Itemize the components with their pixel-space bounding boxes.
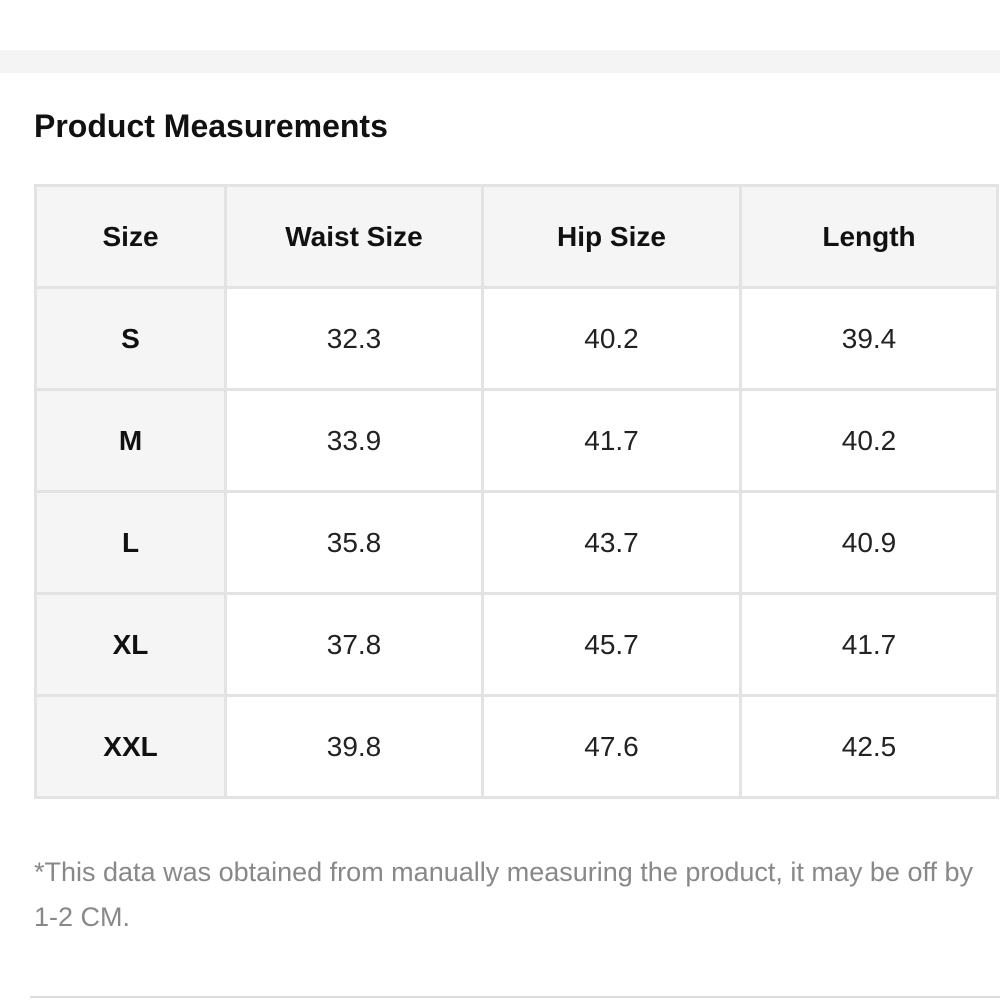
measurement-cell: 45.7 [481,592,742,697]
size-cell: XL [34,592,227,697]
table-row: L 35.8 43.7 40.9 [34,490,999,595]
table-row: S 32.3 40.2 39.4 [34,286,999,391]
measurement-cell: 40.2 [481,286,742,391]
table-body: S 32.3 40.2 39.4 M 33.9 41.7 40.2 L 35.8 43.7 40.9 X… [34,286,999,799]
measurements-table: Size Waist Size Hip Size Length S 32.3 40.2 39… [34,184,999,799]
measurement-cell: 47.6 [481,694,742,799]
header-row: Size Waist Size Hip Size Length [34,184,999,289]
note: *This data was obtained from manually me… [34,857,973,932]
measurement-cell: 40.2 [739,388,999,493]
measurement-cell: 40.9 [739,490,999,595]
header-cell: Length [739,184,999,289]
size-cell: XXL [34,694,227,799]
measurement-cell: 32.3 [224,286,484,391]
measurement-cell: 43.7 [481,490,742,595]
measurement-cell: 33.9 [224,388,484,493]
section-title: Product Measurements [34,108,388,144]
measurement-cell: 41.7 [739,592,999,697]
measurement-cell: 35.8 [224,490,484,595]
measurement-cell: 39.4 [739,286,999,391]
separator-band [0,50,1000,73]
divider [30,996,1000,998]
table-row: XL 37.8 45.7 41.7 [34,592,999,697]
size-cell: S [34,286,227,391]
measurement-cell: 39.8 [224,694,484,799]
table-row: M 33.9 41.7 40.2 [34,388,999,493]
header-cell: Waist Size [224,184,484,289]
measurement-cell: 42.5 [739,694,999,799]
header-cell: Hip Size [481,184,742,289]
header-cell: Size [34,184,227,289]
size-cell: L [34,490,227,595]
measurement-cell: 37.8 [224,592,484,697]
measurement-cell: 41.7 [481,388,742,493]
table-row: XXL 39.8 47.6 42.5 [34,694,999,799]
size-cell: M [34,388,227,493]
